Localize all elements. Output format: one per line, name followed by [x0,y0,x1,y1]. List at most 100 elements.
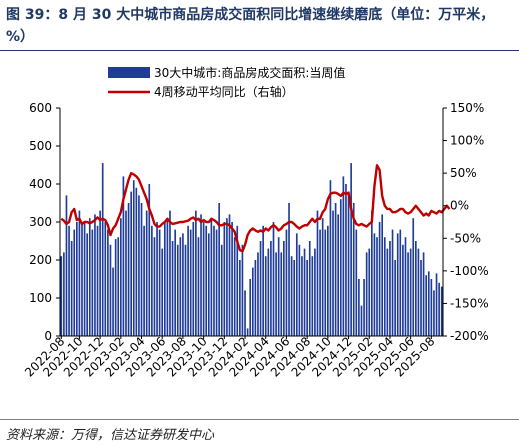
bar [161,248,164,336]
bar [96,225,99,336]
bar [352,203,355,336]
bar [334,203,337,336]
bar [293,260,296,336]
bar [283,241,285,336]
bar [365,252,368,336]
y-left-tick-label: 500 [29,139,52,153]
bar [233,237,236,336]
bar [218,203,220,336]
bar [363,279,365,336]
bar [381,214,384,336]
bar [417,248,420,336]
bar [101,163,104,336]
bar [345,184,347,336]
bar [438,282,440,336]
bar [68,225,70,336]
y-right-tick-label: 100% [450,134,484,148]
bar [399,229,402,336]
bar [285,229,288,336]
bar [420,260,422,336]
bar [148,184,151,336]
bar [176,244,179,336]
bar [337,214,340,336]
bar [425,275,428,336]
bar [73,229,76,336]
bar [205,225,208,336]
bar [319,229,321,336]
bar [63,252,65,336]
bar [88,218,91,336]
bar [109,244,112,336]
bar [135,187,138,336]
bar [415,241,417,336]
bar [422,252,425,336]
bar [166,218,169,336]
bar [355,229,358,336]
bar [184,244,187,336]
y-right-tick-label: -100% [450,264,489,278]
bar [83,222,86,336]
bar [78,210,81,336]
bar [182,233,184,336]
bar [290,256,293,336]
bar [231,222,233,336]
bar [244,290,246,336]
legend-line-label: 4周移动平均同比（右轴） [154,84,294,99]
bar [327,225,329,336]
legend-bar-label: 30大中城市:商品房成交面积:当周值 [154,65,345,80]
bar [427,271,430,336]
bar [407,252,409,336]
bar [435,273,438,336]
bar [220,244,223,336]
bar [358,279,360,336]
top-rule [0,50,519,51]
chart-svg: 0 100 200 300 400 500 600 -200% -150% -100% -50% 0%… [22,65,489,380]
bar [368,248,371,336]
bar [112,267,114,336]
bar [153,237,156,336]
y-right-tick-label: 50% [450,166,477,180]
axes: 0 100 200 300 400 500 600 -200% -150% -100% -50% 0%… [22,101,489,380]
y-left-tick-label: 100 [29,291,52,305]
bar [280,252,283,336]
bar [215,229,218,336]
bar [386,248,389,336]
bar [316,210,319,336]
bar [197,237,200,336]
y-right-tick-label: -50% [450,231,481,245]
bar [308,241,311,336]
bar [311,256,314,336]
bar [251,267,254,336]
bar [104,222,107,336]
bar [132,180,135,336]
bar [145,210,148,336]
bar [169,210,171,336]
bar [213,225,215,336]
bar [430,279,433,336]
bar [140,203,143,336]
bar [86,233,88,336]
bar [262,225,264,336]
y-right-tick-label: 0% [450,199,469,213]
bar [254,260,257,336]
bar [360,305,363,336]
line-series [60,164,451,253]
bar [189,229,192,336]
bar [350,163,352,336]
bar [347,191,350,336]
bar [376,237,378,336]
bar-series [60,163,443,336]
legend: 30大中城市:商品房成交面积:当周值 4周移动平均同比（右轴） [108,65,345,99]
bar [70,241,73,336]
bar [378,222,381,336]
bar [249,279,252,336]
bar [321,218,324,336]
bar [298,244,301,336]
bar [404,237,407,336]
bar [272,222,275,336]
bar [277,237,280,336]
bar [440,286,443,336]
bar [117,237,120,336]
bar [306,260,308,336]
bar [163,222,166,336]
